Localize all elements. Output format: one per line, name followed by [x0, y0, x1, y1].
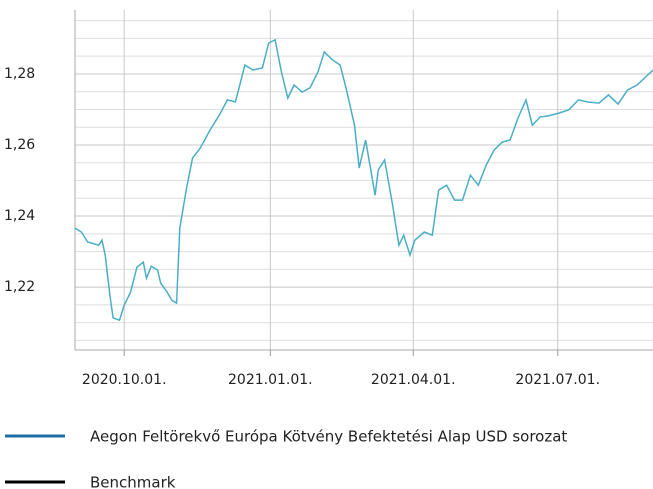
series-line [74, 38, 653, 322]
legend-label: Aegon Feltörekvő Európa Kötvény Befektet… [90, 428, 567, 446]
legend-label: Benchmark [90, 474, 176, 489]
x-tick-label: 2021.04.01. [371, 372, 456, 388]
y-tick-label: 1,24 [4, 208, 35, 224]
x-tick-label: 2021.07.01. [515, 372, 600, 388]
y-tick-label: 1,22 [4, 279, 35, 295]
x-tick-label: 2021.01.01. [228, 372, 313, 388]
y-tick-label: 1,26 [4, 137, 35, 153]
x-tick-label: 2020.10.01. [82, 372, 167, 388]
y-tick-label: 1,28 [4, 66, 35, 82]
